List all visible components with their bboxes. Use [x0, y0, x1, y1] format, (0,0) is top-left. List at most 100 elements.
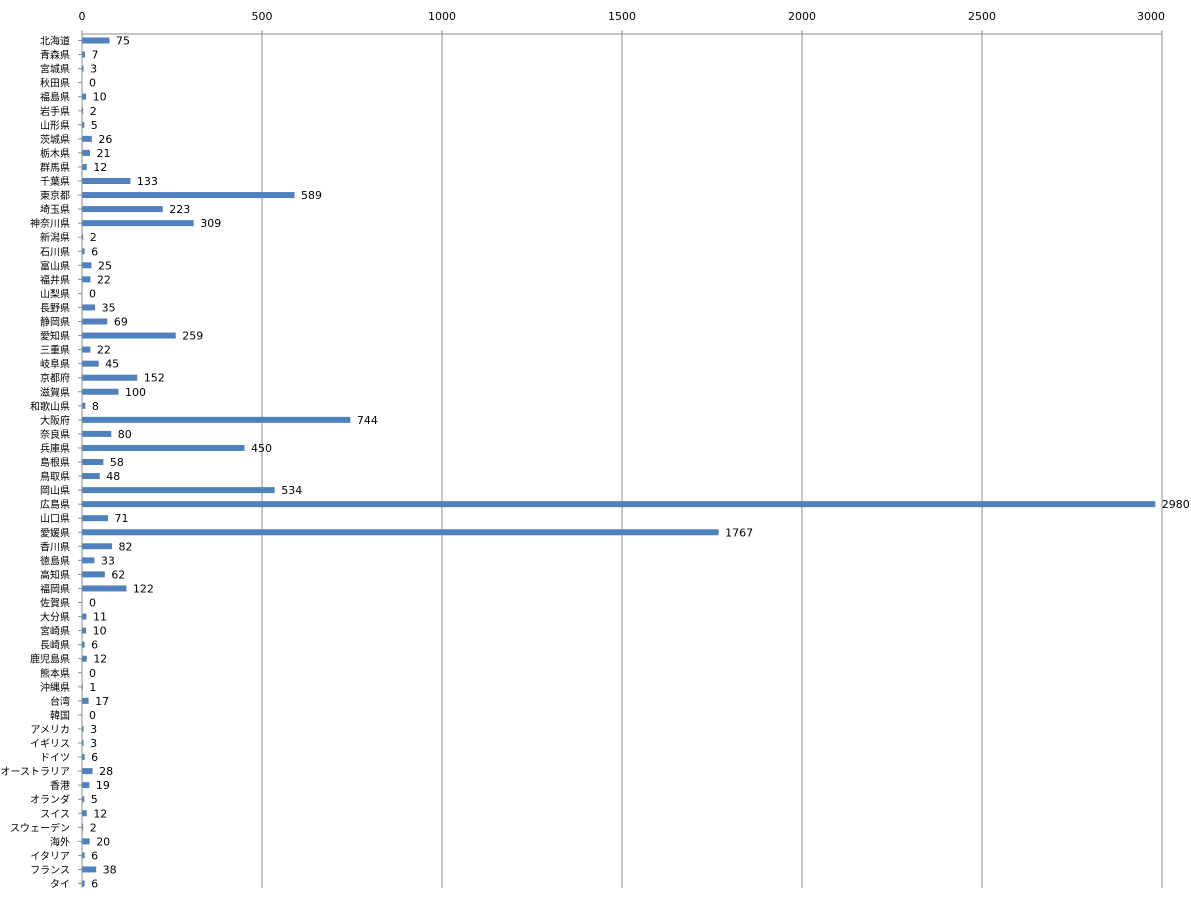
- category-label: 宮崎県: [40, 625, 70, 638]
- bar: [83, 698, 89, 704]
- data-label: 82: [119, 540, 133, 553]
- data-label: 0: [89, 597, 96, 610]
- category-label: 高知県: [40, 568, 70, 581]
- data-label: 8: [92, 400, 99, 413]
- category-label: 三重県: [40, 344, 70, 357]
- bar: [83, 571, 105, 577]
- category-label: 兵庫県: [40, 442, 70, 455]
- data-label: 6: [91, 639, 98, 652]
- category-label: 大分県: [40, 611, 70, 624]
- bar: [83, 881, 85, 887]
- data-label: 6: [91, 751, 98, 764]
- category-label: 石川県: [40, 246, 70, 258]
- data-label: 71: [115, 512, 129, 525]
- bar: [83, 403, 86, 409]
- category-label: 神奈川県: [30, 217, 70, 230]
- x-axis-ticks: 0 500 1000 1500 2000 2500 3000: [79, 10, 1166, 34]
- bar: [83, 487, 275, 493]
- data-label: 62: [111, 568, 125, 581]
- data-label: 2: [90, 821, 97, 834]
- data-label: 80: [118, 428, 132, 441]
- bar: [83, 614, 87, 620]
- category-label: 東京都: [40, 189, 70, 202]
- x-tick-label: 2500: [968, 10, 996, 23]
- bar: [83, 361, 99, 367]
- data-label: 38: [103, 863, 117, 876]
- data-label: 21: [97, 147, 111, 160]
- data-label: 2: [90, 105, 97, 118]
- data-label: 1767: [725, 526, 753, 539]
- bar: [83, 276, 91, 282]
- category-label: 宮城県: [40, 63, 70, 76]
- x-tick-label: 1500: [608, 10, 636, 23]
- category-label: 岐阜県: [40, 358, 70, 371]
- category-label: 北海道: [40, 35, 70, 48]
- data-label: 11: [93, 611, 107, 624]
- category-label: 茨城県: [40, 133, 70, 146]
- data-label: 0: [89, 77, 96, 90]
- data-label: 75: [116, 35, 130, 48]
- data-label: 450: [251, 442, 272, 455]
- category-label: イタリア: [30, 850, 70, 862]
- bar: [83, 234, 84, 240]
- bar: [83, 515, 109, 521]
- category-label: フランス: [30, 864, 70, 876]
- data-label: 26: [98, 133, 112, 146]
- bar: [83, 319, 108, 325]
- category-label: 千葉県: [40, 175, 70, 188]
- data-label: 3: [90, 723, 97, 736]
- category-label: 新潟県: [40, 231, 70, 244]
- category-label: 秋田県: [40, 77, 70, 90]
- data-label: 223: [169, 203, 190, 216]
- category-label: 長野県: [40, 302, 70, 314]
- category-label: 静岡県: [40, 316, 70, 329]
- bar: [83, 304, 96, 310]
- category-label: 福岡県: [40, 582, 70, 595]
- category-label: 韓国: [50, 710, 70, 722]
- data-label: 20: [96, 835, 110, 848]
- x-tick-label: 500: [252, 10, 273, 23]
- category-label: 岩手県: [40, 105, 70, 118]
- bar: [83, 824, 84, 830]
- data-label: 2: [90, 231, 97, 244]
- bar: [83, 543, 113, 549]
- data-label: 22: [97, 273, 111, 286]
- bar: [83, 628, 87, 634]
- bar: [83, 333, 176, 339]
- category-label: 栃木県: [40, 147, 70, 160]
- bar: [83, 656, 87, 662]
- category-label: 台湾: [50, 695, 70, 708]
- data-label: 7: [92, 49, 99, 62]
- bar: [83, 726, 84, 732]
- data-label: 0: [89, 287, 96, 300]
- bar: [83, 782, 90, 788]
- category-label: 大阪府: [40, 414, 70, 427]
- data-label: 69: [114, 316, 128, 329]
- bar: [83, 220, 194, 226]
- category-label: 山形県: [40, 120, 70, 132]
- category-label: 徳島県: [40, 554, 70, 567]
- data-label: 48: [106, 470, 120, 483]
- data-label: 6: [91, 878, 98, 891]
- category-label: 山梨県: [40, 287, 70, 300]
- category-label: 滋賀県: [40, 386, 70, 399]
- data-label: 534: [281, 484, 302, 497]
- data-label: 2980: [1162, 498, 1190, 511]
- bar: [83, 740, 84, 746]
- bar: [83, 473, 100, 479]
- data-label: 0: [89, 667, 96, 680]
- category-label: ドイツ: [40, 753, 70, 764]
- bar: [83, 754, 85, 760]
- x-tick-label: 2000: [788, 10, 816, 23]
- data-label: 100: [125, 386, 146, 399]
- data-label: 589: [301, 189, 322, 202]
- x-tick-label: 0: [79, 10, 86, 23]
- x-tick-label: 1000: [428, 10, 456, 23]
- data-label: 6: [91, 849, 98, 862]
- bar: [83, 262, 92, 268]
- bar: [83, 150, 91, 156]
- data-label: 10: [93, 91, 107, 104]
- x-tick-label: 3000: [1137, 10, 1165, 23]
- bar: [83, 557, 95, 563]
